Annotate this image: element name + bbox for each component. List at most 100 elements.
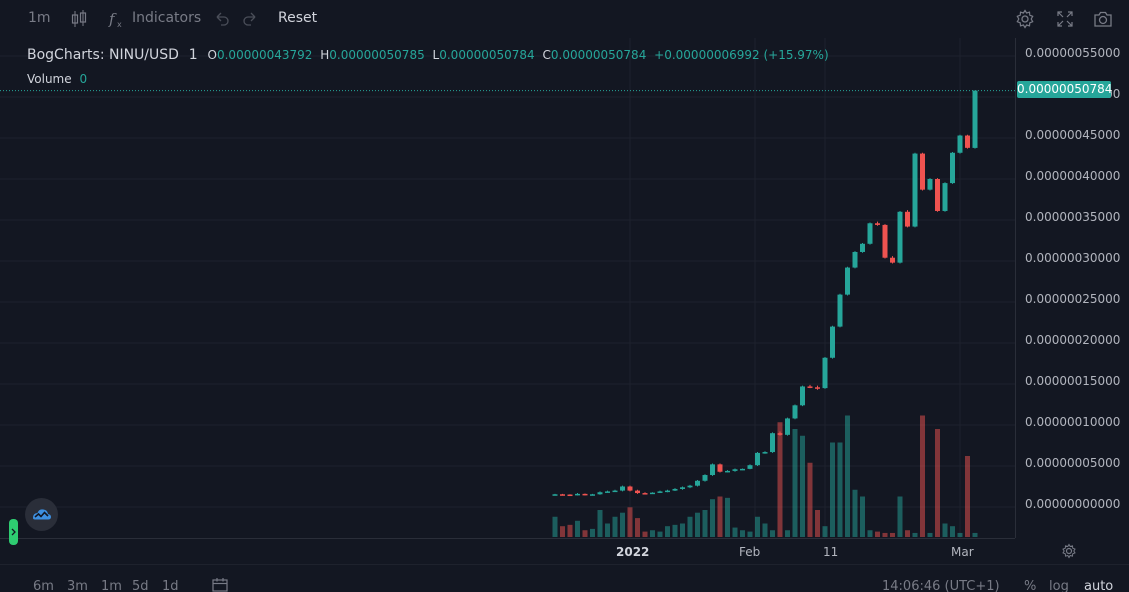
- volume-bar: [642, 531, 648, 537]
- time-tick: 2022: [616, 545, 650, 559]
- volume-bar: [657, 531, 663, 537]
- log-toggle[interactable]: log: [1049, 579, 1069, 592]
- candle-body: [672, 488, 678, 491]
- volume-bar: [927, 532, 933, 537]
- auto-toggle[interactable]: auto: [1084, 579, 1114, 592]
- fullscreen-icon[interactable]: [1054, 8, 1076, 30]
- fx-icon[interactable]: f x: [106, 8, 128, 30]
- top-toolbar: 1m f x Indicators Reset: [0, 0, 1129, 38]
- candle-body: [717, 464, 723, 472]
- volume-bar: [695, 512, 700, 537]
- percent-toggle[interactable]: %: [1024, 579, 1037, 592]
- candle-body: [935, 179, 940, 211]
- volume-bar: [672, 524, 678, 537]
- candle-body: [575, 493, 580, 496]
- candlestick-chart[interactable]: [0, 38, 1015, 538]
- range-3m[interactable]: 3m: [67, 579, 88, 592]
- candle-body: [897, 211, 903, 263]
- indicators-button[interactable]: Indicators: [132, 10, 202, 26]
- candle-body: [800, 386, 805, 406]
- price-axis[interactable]: [1015, 38, 1129, 538]
- price-tick: 0.00000010000: [1025, 415, 1121, 429]
- candle-body: [680, 487, 685, 489]
- volume-bar: [942, 523, 948, 537]
- candle-body: [642, 493, 648, 495]
- candle-body: [845, 267, 850, 295]
- volume-bar: [800, 435, 805, 537]
- axis-settings-icon[interactable]: [1061, 543, 1077, 559]
- clock-readout[interactable]: 14:06:46 (UTC+1): [882, 579, 1000, 592]
- candle-body: [792, 405, 798, 419]
- candle-body: [950, 152, 955, 184]
- volume-bar: [777, 422, 783, 537]
- time-tick: Mar: [951, 545, 974, 559]
- volume-bar: [882, 532, 888, 537]
- low-value: 0.00000050784: [439, 48, 535, 62]
- interval-button[interactable]: 1m: [28, 10, 51, 26]
- range-1m[interactable]: 1m: [101, 579, 122, 592]
- candle-body: [972, 90, 978, 148]
- volume-value: 0: [79, 72, 88, 86]
- volume-label: Volume: [27, 72, 72, 86]
- legend-interval: 1: [188, 47, 198, 63]
- svg-text:f: f: [108, 10, 117, 28]
- candle-body: [815, 387, 820, 389]
- change-value: +0.00000006992 (+15.97%): [654, 48, 829, 62]
- candle-body: [732, 469, 738, 471]
- candles-icon[interactable]: [68, 8, 90, 30]
- volume-bar: [575, 520, 580, 537]
- settings-icon[interactable]: [1014, 8, 1036, 30]
- candle-body: [702, 475, 708, 481]
- candle-body: [785, 418, 790, 435]
- volume-bar: [972, 532, 978, 537]
- time-tick: Feb: [739, 545, 761, 559]
- range-6m[interactable]: 6m: [33, 579, 54, 592]
- time-tick: 11: [823, 545, 839, 559]
- candle-body: [852, 251, 858, 268]
- sidebar-toggle-handle[interactable]: [9, 519, 18, 545]
- volume-bar: [837, 442, 843, 537]
- svg-text:x: x: [117, 20, 122, 29]
- chart-pane[interactable]: [0, 38, 1015, 538]
- price-tick: 0.00000040000: [1025, 169, 1121, 183]
- candle-body: [860, 243, 865, 252]
- candle-body: [650, 492, 655, 495]
- undo-icon[interactable]: [211, 8, 233, 30]
- volume-bar: [747, 531, 753, 537]
- candle-body: [567, 494, 573, 497]
- volume-bar: [725, 497, 730, 537]
- high-label: H: [320, 48, 330, 62]
- time-axis[interactable]: 2022 Feb 11 Mar: [0, 538, 1015, 564]
- redo-icon[interactable]: [239, 8, 261, 30]
- last-price-tag: 0.00000050784: [1017, 81, 1113, 98]
- volume-bar: [755, 516, 760, 537]
- open-label: O: [207, 48, 217, 62]
- price-tick: 0.00000045000: [1025, 128, 1121, 142]
- volume-bar: [740, 530, 745, 537]
- volume-bar: [897, 496, 903, 537]
- chevron-right-icon: [11, 528, 16, 536]
- volume-legend: Volume 0: [27, 72, 87, 86]
- camera-icon[interactable]: [1092, 8, 1114, 30]
- calendar-icon[interactable]: [211, 577, 229, 592]
- bogcharts-logo-button[interactable]: [25, 498, 58, 531]
- range-5d[interactable]: 5d: [132, 579, 149, 592]
- range-1d[interactable]: 1d: [162, 579, 179, 592]
- volume-bar: [792, 429, 798, 537]
- candle-body: [762, 452, 768, 454]
- candle-body: [822, 357, 828, 389]
- candle-body: [620, 486, 625, 491]
- candle-body: [590, 494, 595, 496]
- candle-body: [882, 224, 888, 258]
- reset-button[interactable]: Reset: [278, 10, 318, 26]
- candle-body: [597, 492, 603, 495]
- candle-body: [807, 386, 813, 388]
- volume-bar: [582, 530, 588, 537]
- volume-bar: [732, 527, 738, 537]
- volume-bar: [920, 415, 925, 537]
- candle-body: [777, 433, 783, 435]
- candle-body: [867, 223, 873, 244]
- volume-bar: [710, 499, 715, 537]
- candle-body: [740, 468, 745, 471]
- symbol-name[interactable]: BogCharts: NINU/USD: [27, 47, 179, 63]
